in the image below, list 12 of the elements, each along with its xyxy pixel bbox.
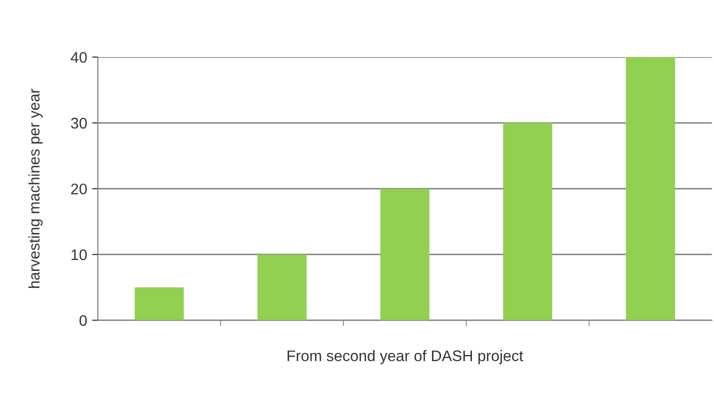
bar	[503, 122, 552, 320]
bar	[380, 188, 430, 320]
y-tick-label: 0	[80, 315, 87, 326]
y-tick-label: 40	[70, 52, 87, 63]
bar	[626, 57, 676, 320]
y-tick-label: 10	[72, 249, 87, 260]
y-tick-label: 30	[70, 118, 87, 129]
x-axis-title: From second year of DASH project	[288, 350, 524, 364]
y-axis-title: harvesting machines per year	[28, 88, 43, 288]
bar	[257, 254, 307, 320]
y-tick-label: 20	[71, 184, 87, 194]
bar	[134, 287, 184, 320]
